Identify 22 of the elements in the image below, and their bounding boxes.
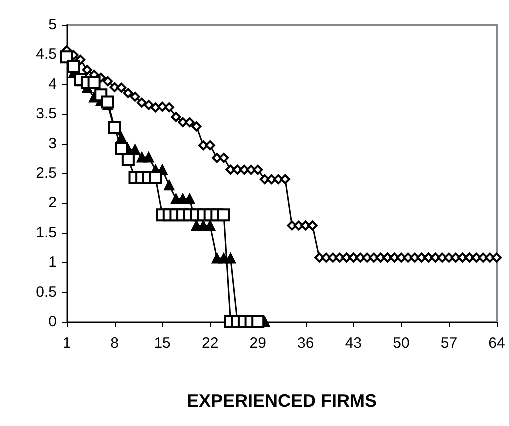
x-tick-label: 8 (110, 335, 119, 352)
y-tick-label: 4.5 (36, 46, 57, 64)
x-tick-label: 43 (345, 335, 362, 352)
x-tick-label: 1 (62, 335, 72, 352)
y-tick-label: 1.5 (36, 224, 57, 242)
y-tick-label: 0.5 (36, 284, 57, 301)
x-tick-label: 29 (250, 335, 266, 352)
y-tick-label: 5 (48, 16, 57, 34)
x-tick-label: 50 (393, 335, 410, 352)
y-tick-label: 3.5 (36, 106, 57, 123)
y-tick-label: 1 (48, 254, 57, 272)
x-tick-label: 15 (154, 335, 171, 352)
x-tick-label: 36 (298, 335, 314, 352)
x-tick-label: 57 (440, 335, 458, 352)
x-tick-label: 22 (202, 335, 219, 352)
y-tick-label: 3 (48, 135, 57, 152)
y-tick-label: 4 (48, 76, 57, 93)
x-axis-title: EXPERIENCED FIRMS (186, 391, 378, 411)
y-tick-label: 2.5 (36, 165, 57, 182)
y-tick-label: 0 (48, 314, 57, 330)
y-tick-label: 2 (48, 194, 57, 212)
x-tick-label: 64 (488, 335, 506, 352)
